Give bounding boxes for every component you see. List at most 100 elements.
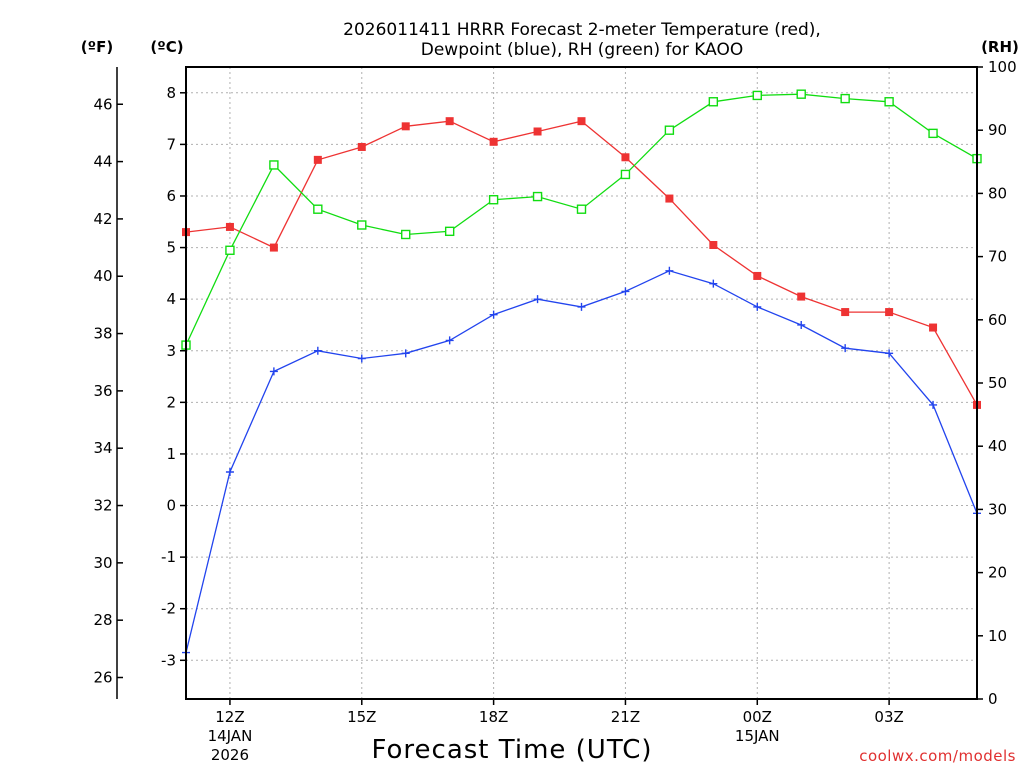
- celsius-tick-label: 2: [166, 393, 176, 411]
- dewpoint-point: [357, 354, 366, 363]
- chart-title-line-1: 2026011411 HRRR Forecast 2-meter Tempera…: [343, 20, 821, 40]
- rh-point: [708, 97, 719, 107]
- fahrenheit-tick-label: 34: [93, 439, 112, 457]
- rh-series: [181, 89, 982, 350]
- rh-tick-label: 30: [988, 500, 1007, 518]
- dewpoint-point: [929, 400, 938, 409]
- x-tick-date-label: 14JAN: [208, 727, 253, 745]
- dewpoint-point: [885, 349, 894, 358]
- x-tick-label: 15Z: [347, 708, 376, 726]
- rh-point: [401, 229, 411, 240]
- temperature-point: [665, 194, 674, 203]
- celsius-tick-label: 5: [166, 239, 176, 257]
- celsius-tick-label: 6: [166, 187, 176, 205]
- dewpoint-point: [797, 320, 806, 329]
- x-tick-date-label: 15JAN: [735, 727, 780, 745]
- temperature-point: [225, 222, 234, 231]
- x-tick-year-label: 2026: [211, 746, 249, 764]
- dewpoint-point: [313, 346, 322, 355]
- axis-ticks: -3-2-10123456782628303234363840424446010…: [93, 58, 1016, 764]
- temperature-point: [401, 122, 410, 131]
- fahrenheit-tick-label: 30: [93, 554, 112, 572]
- temperature-series: [182, 117, 981, 409]
- fahrenheit-tick-label: 44: [93, 153, 112, 171]
- x-tick-label: 18Z: [479, 708, 508, 726]
- celsius-tick-label: 3: [166, 342, 176, 360]
- rh-tick-label: 100: [988, 58, 1017, 76]
- fahrenheit-tick-label: 26: [93, 669, 112, 687]
- x-tick-label: 21Z: [611, 708, 640, 726]
- celsius-tick-label: 7: [166, 135, 176, 153]
- dewpoint-point: [533, 295, 542, 304]
- dewpoint-point: [445, 336, 454, 345]
- celsius-tick-label: 4: [166, 290, 176, 308]
- rh-point: [357, 220, 367, 230]
- rh-tick-label: 10: [988, 627, 1007, 645]
- rh-tick-label: 20: [988, 564, 1007, 582]
- rh-point: [576, 204, 587, 214]
- fahrenheit-tick-label: 46: [93, 95, 112, 113]
- rh-unit-label: (RH): [981, 38, 1019, 56]
- rh-tick-label: 60: [988, 311, 1007, 329]
- temperature-point: [533, 127, 542, 136]
- rh-point: [532, 191, 543, 202]
- rh-tick-label: 70: [988, 248, 1007, 266]
- rh-tick-label: 40: [988, 437, 1007, 455]
- x-axis-label: Forecast Time (UTC): [371, 735, 652, 765]
- temperature-point: [709, 240, 718, 249]
- fahrenheit-tick-label: 42: [93, 210, 112, 228]
- celsius-unit-label: (ºC): [150, 38, 183, 56]
- data-series: [181, 89, 982, 657]
- dewpoint-point: [665, 266, 674, 275]
- temperature-point: [885, 308, 894, 317]
- fahrenheit-tick-label: 28: [93, 611, 112, 629]
- fahrenheit-tick-label: 36: [93, 382, 112, 400]
- fahrenheit-tick-label: 38: [93, 325, 112, 343]
- temperature-point: [621, 153, 630, 162]
- dewpoint-point: [841, 344, 850, 353]
- rh-point: [444, 226, 455, 237]
- temperature-point: [489, 137, 498, 146]
- rh-point: [796, 89, 806, 99]
- temperature-point: [313, 155, 322, 164]
- temperature-point: [577, 117, 586, 126]
- dewpoint-point: [489, 310, 498, 319]
- dewpoint-point: [225, 467, 234, 476]
- fahrenheit-tick-label: 40: [93, 267, 112, 285]
- chart-title-line-2: Dewpoint (blue), RH (green) for KAOO: [421, 40, 744, 60]
- rh-point: [488, 195, 499, 205]
- dewpoint-point: [621, 287, 630, 296]
- rh-tick-label: 0: [988, 690, 998, 708]
- rh-point: [313, 204, 323, 214]
- rh-point: [752, 90, 762, 101]
- celsius-tick-label: 8: [166, 84, 176, 102]
- dewpoint-point: [401, 349, 410, 358]
- dewpoint-point: [753, 302, 762, 311]
- temperature-point: [445, 117, 454, 126]
- celsius-tick-label: 0: [166, 497, 176, 515]
- credit-text: coolwx.com/models: [859, 747, 1016, 765]
- plot-area: [186, 67, 977, 699]
- temperature-point: [357, 142, 366, 151]
- dewpoint-point: [709, 279, 718, 288]
- temperature-point: [841, 308, 850, 317]
- rh-point: [225, 245, 235, 255]
- rh-point: [840, 93, 850, 104]
- fahrenheit-tick-label: 32: [93, 497, 112, 515]
- x-tick-label: 12Z: [215, 708, 244, 726]
- dewpoint-point: [269, 367, 278, 376]
- rh-point: [269, 160, 279, 170]
- rh-point: [884, 97, 894, 107]
- temperature-point: [269, 243, 278, 252]
- celsius-tick-label: -3: [161, 651, 176, 669]
- celsius-tick-label: -2: [161, 600, 176, 618]
- rh-point: [928, 128, 938, 139]
- rh-tick-label: 90: [988, 121, 1007, 139]
- rh-tick-label: 50: [988, 374, 1007, 392]
- rh-point: [620, 169, 631, 180]
- temperature-point: [797, 292, 806, 301]
- rh-tick-label: 80: [988, 184, 1007, 202]
- temperature-point: [753, 271, 762, 280]
- celsius-tick-label: -1: [161, 548, 176, 566]
